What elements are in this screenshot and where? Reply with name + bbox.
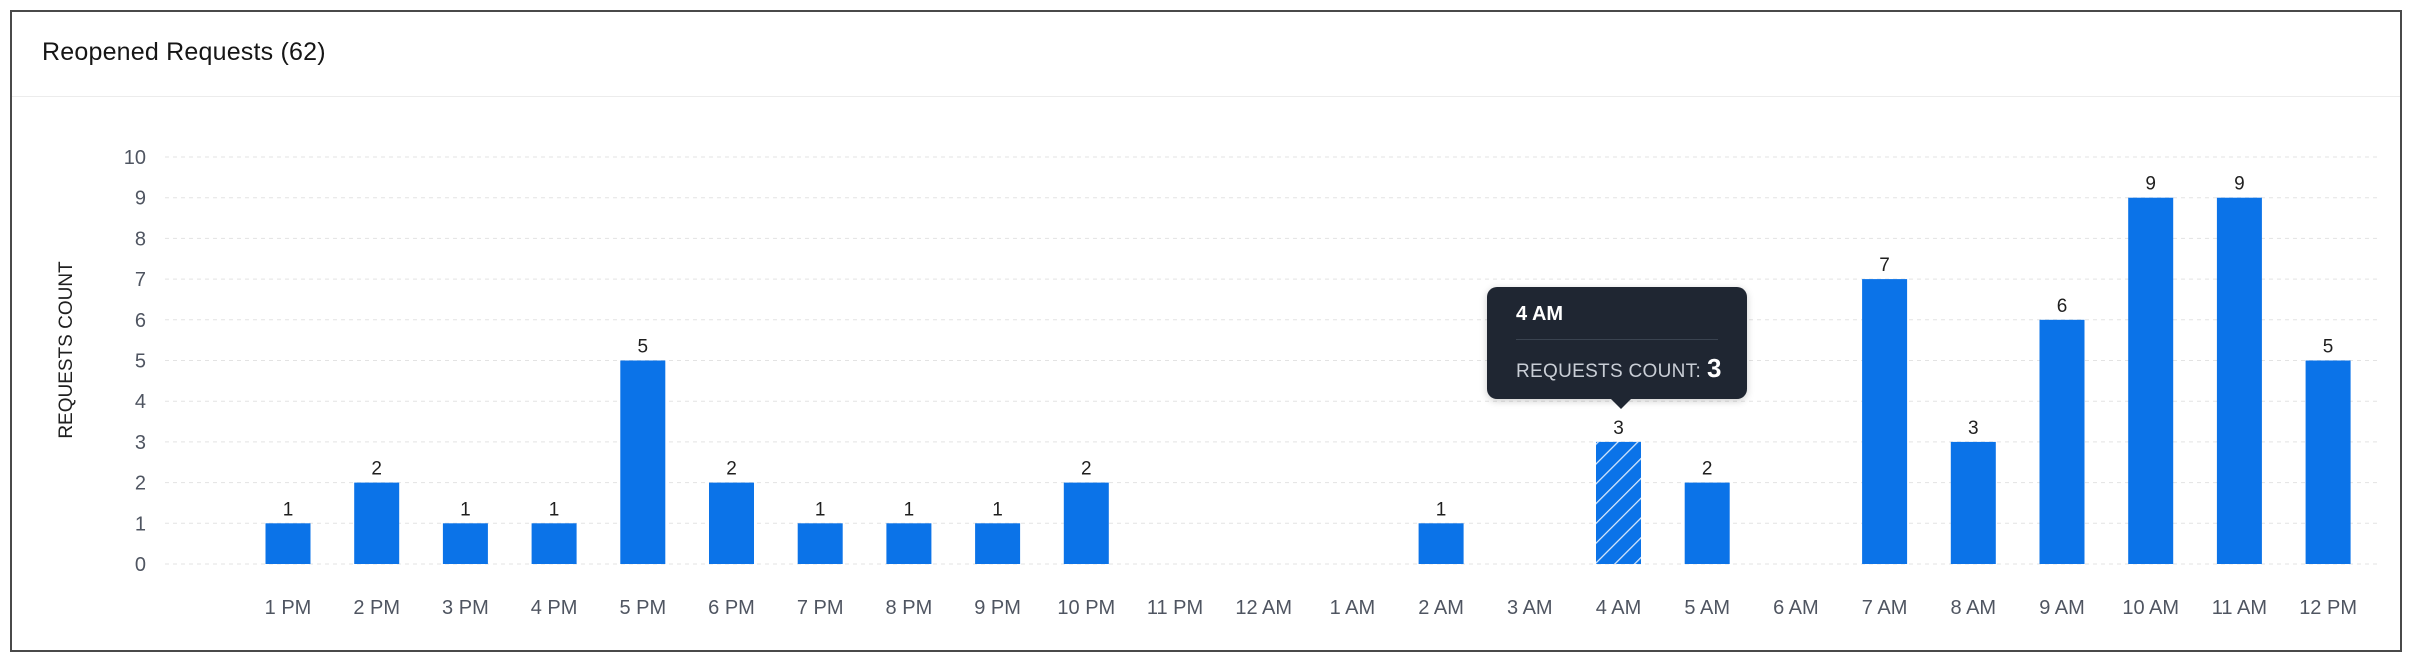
x-tick-label: 12 PM — [2299, 597, 2357, 619]
x-tick-label: 10 PM — [1057, 597, 1115, 619]
bar-value-label: 5 — [2323, 337, 2334, 358]
bar-value-label: 1 — [549, 499, 560, 520]
bar-value-label: 3 — [1613, 418, 1624, 439]
bar — [886, 523, 932, 564]
bar-value-label: 2 — [1081, 459, 1092, 480]
bar-value-label: 1 — [992, 499, 1003, 520]
bar — [265, 523, 311, 564]
bar-value-label: 2 — [371, 459, 382, 480]
y-tick-label: 9 — [135, 188, 146, 210]
x-tick-label: 3 AM — [1507, 597, 1553, 619]
x-tick-label: 12 AM — [1235, 597, 1292, 619]
tooltip-label: REQUESTS COUNT: — [1516, 361, 1702, 382]
bar-value-label: 6 — [2057, 296, 2068, 317]
bar-value-label: 2 — [726, 459, 737, 480]
y-tick-label: 2 — [135, 473, 146, 495]
x-tick-label: 1 PM — [265, 597, 312, 619]
y-tick-label: 7 — [135, 269, 146, 291]
tooltip-title: 4 AM — [1516, 303, 1564, 325]
x-tick-label: 8 PM — [886, 597, 933, 619]
bar — [1063, 482, 1109, 564]
bar — [531, 523, 577, 564]
x-tick-label: 1 AM — [1330, 597, 1376, 619]
bar — [1418, 523, 1464, 564]
x-tick-label: 7 AM — [1862, 597, 1908, 619]
bar — [797, 523, 843, 564]
bar-value-label: 1 — [283, 499, 294, 520]
y-tick-label: 0 — [135, 554, 146, 576]
bar-value-label: 1 — [460, 499, 471, 520]
bar — [620, 360, 666, 564]
y-tick-label: 10 — [124, 147, 146, 169]
bar — [1596, 441, 1641, 564]
y-tick-label: 1 — [135, 513, 146, 535]
x-tick-label: 5 PM — [619, 597, 666, 619]
y-tick-label: 8 — [135, 228, 146, 250]
x-tick-label: 9 AM — [2039, 597, 2085, 619]
bar — [354, 482, 400, 564]
bar-value-label: 3 — [1968, 418, 1979, 439]
bar-value-label: 7 — [1879, 255, 1890, 276]
x-tick-label: 5 AM — [1684, 597, 1730, 619]
x-tick-label: 9 PM — [974, 597, 1021, 619]
bar-value-label: 5 — [638, 337, 649, 358]
bar-value-label: 9 — [2145, 174, 2156, 195]
x-tick-label: 11 PM — [1147, 597, 1203, 619]
bar — [2039, 319, 2085, 564]
card-header: Reopened Requests (62) — [12, 12, 2400, 97]
tooltip-value: 3 — [1707, 353, 1722, 383]
x-tick-label: 11 AM — [2212, 597, 2267, 619]
x-tick-label: 10 AM — [2122, 597, 2179, 619]
y-axis-title: REQUESTS COUNT — [56, 261, 77, 439]
bar-value-label: 2 — [1702, 459, 1713, 480]
bar — [975, 523, 1021, 564]
x-tick-label: 8 AM — [1951, 597, 1997, 619]
bar — [2305, 360, 2351, 564]
x-tick-label: 2 AM — [1418, 597, 1464, 619]
x-tick-label: 6 PM — [708, 597, 755, 619]
bar-value-label: 9 — [2234, 174, 2245, 195]
bar — [1862, 279, 1908, 564]
x-tick-label: 2 PM — [353, 597, 400, 619]
bar-value-label: 1 — [815, 499, 826, 520]
x-tick-label: 6 AM — [1773, 597, 1819, 619]
bar — [2216, 197, 2262, 564]
y-tick-label: 4 — [135, 391, 146, 413]
tooltip-row: REQUESTS COUNT: 3 — [1516, 353, 1722, 384]
chart-title: Reopened Requests (62) — [42, 38, 326, 66]
y-tick-label: 6 — [135, 310, 146, 332]
y-tick-label: 3 — [135, 432, 146, 454]
bar — [442, 523, 488, 564]
bar-tooltip: 4 AM REQUESTS COUNT: 3 — [1487, 287, 1747, 409]
bar — [709, 482, 754, 564]
bar — [1684, 482, 1730, 564]
x-tick-label: 4 PM — [531, 597, 578, 619]
bar-value-label: 1 — [1436, 499, 1447, 520]
tooltip-divider — [1516, 339, 1718, 340]
bar — [1950, 441, 1996, 564]
x-tick-label: 3 PM — [442, 597, 489, 619]
bar-value-label: 1 — [904, 499, 915, 520]
y-tick-label: 5 — [135, 351, 146, 373]
chart-card: Reopened Requests (62) — [10, 10, 2402, 652]
bar — [2128, 197, 2174, 564]
x-tick-label: 4 AM — [1596, 597, 1642, 619]
x-tick-label: 7 PM — [797, 597, 844, 619]
